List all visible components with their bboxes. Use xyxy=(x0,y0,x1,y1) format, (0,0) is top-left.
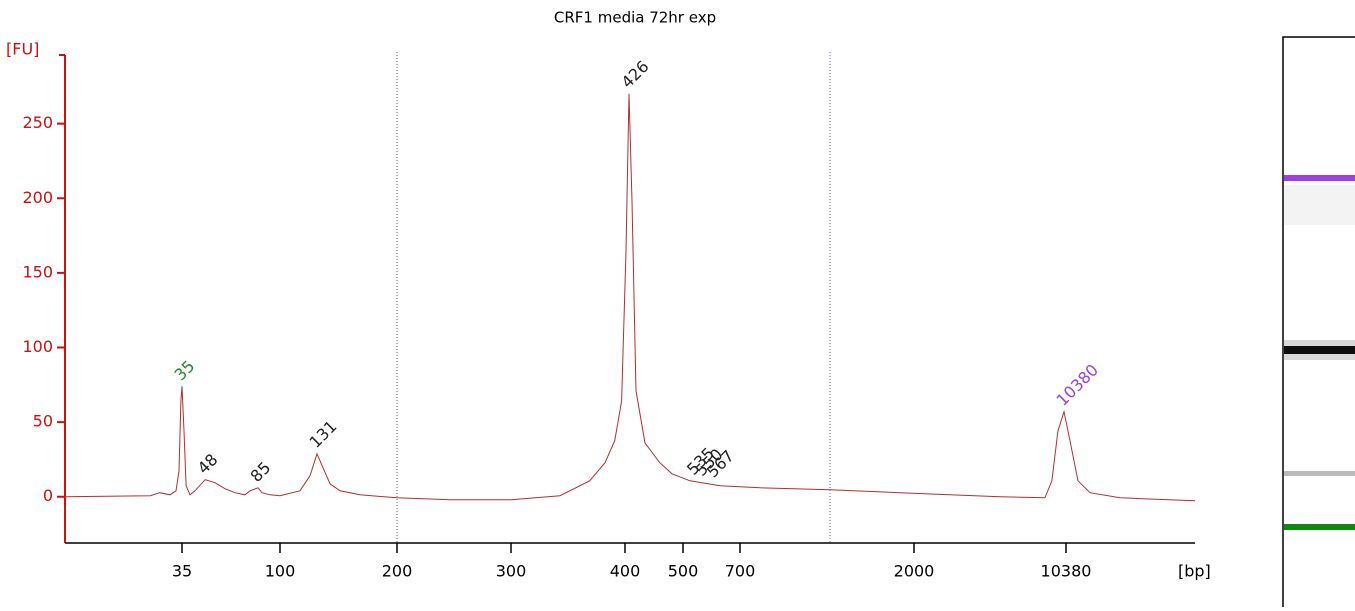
x-tick-label: 10380 xyxy=(1041,562,1092,581)
y-axis-label: [FU] xyxy=(6,40,39,59)
gel-band xyxy=(1284,340,1355,360)
y-tick-label: 100 xyxy=(22,337,53,356)
x-tick-label: 100 xyxy=(265,562,296,581)
x-tick-label: 2000 xyxy=(894,562,935,581)
x-tick-label: 200 xyxy=(382,562,413,581)
peak-label: 35 xyxy=(171,356,199,384)
y-tick-label: 50 xyxy=(33,412,53,431)
gel-band xyxy=(1284,471,1355,476)
y-tick-label: 150 xyxy=(22,262,53,281)
peak-label: 131 xyxy=(306,417,341,452)
peak-label: 85 xyxy=(247,458,275,486)
gel-band xyxy=(1284,346,1355,354)
peak-label: 10380 xyxy=(1053,360,1102,409)
gel-band xyxy=(1284,175,1355,181)
x-tick-label: 300 xyxy=(496,562,527,581)
chart-title: CRF1 media 72hr exp xyxy=(554,9,716,27)
gel-frame xyxy=(1282,36,1355,611)
trace-line xyxy=(64,93,1196,502)
peak-label: 426 xyxy=(618,57,653,92)
y-tick-label: 0 xyxy=(43,486,53,505)
x-tick-label: 700 xyxy=(725,562,756,581)
x-tick-label: 35 xyxy=(172,562,192,581)
gel-lane xyxy=(1282,36,1355,611)
x-tick-label: 500 xyxy=(668,562,699,581)
x-axis-label: [bp] xyxy=(1178,562,1211,581)
y-tick-label: 250 xyxy=(22,113,53,132)
y-tick-label: 200 xyxy=(22,188,53,207)
gel-band xyxy=(1284,524,1355,530)
gel-smear xyxy=(1284,185,1355,225)
x-tick-label: 400 xyxy=(610,562,641,581)
peak-label: 48 xyxy=(194,450,222,478)
